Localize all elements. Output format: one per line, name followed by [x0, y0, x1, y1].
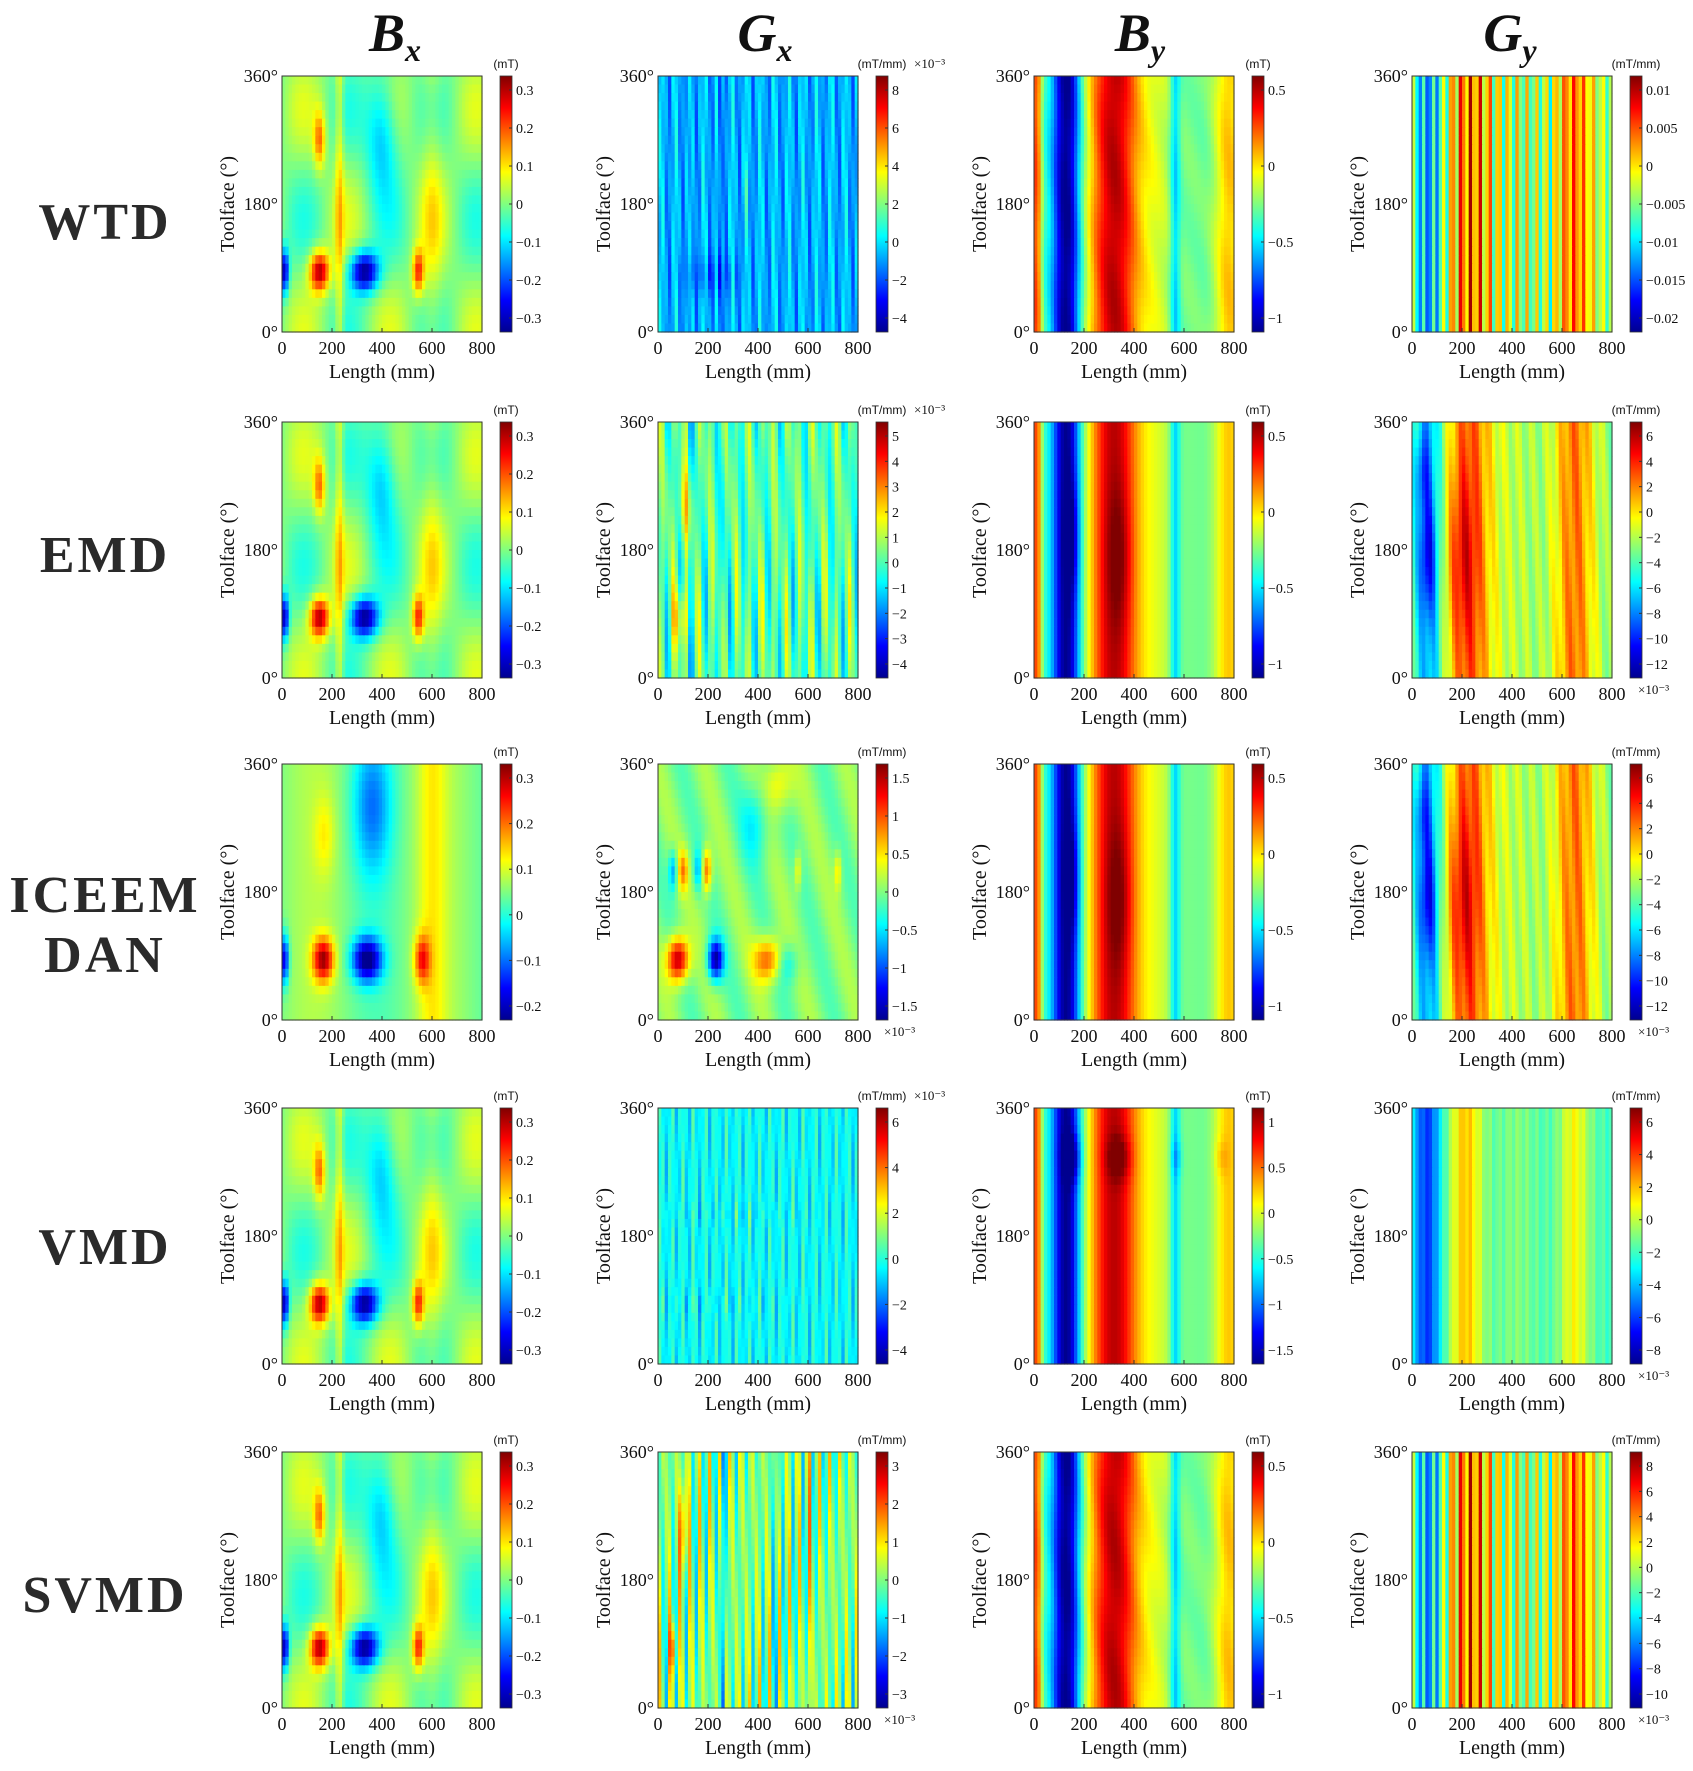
y-tick-label: 180° [244, 194, 278, 214]
x-tick-label: 0 [278, 338, 287, 358]
colorbar-tick-label: −0.2 [516, 274, 541, 289]
heatmap-wtd-bx: 0 200 400 600 800 0° 180° 360° Length (mm) Toolfa… [217, 57, 541, 383]
colorbar-tick-label: 0.2 [516, 122, 534, 137]
colorbar-tick-label: −0.1 [516, 236, 541, 251]
colorbar-tick-label: 0.3 [516, 84, 534, 99]
y-tick-label: 0° [262, 322, 278, 342]
x-tick-label: 600 [419, 338, 446, 358]
x-tick-label: 400 [369, 338, 396, 358]
x-tick-label: 800 [469, 338, 496, 358]
colorbar-unit: (mT) [493, 57, 518, 71]
y-tick-label: 360° [244, 66, 278, 86]
x-tick-label: 200 [319, 338, 346, 358]
x-axis-label: Length (mm) [329, 361, 435, 383]
y-axis-label: Toolface (°) [217, 156, 239, 252]
heatmap-wtd-gx: 0 200 400 600 8000°180°360°Length (mm)Toolfa… [593, 56, 945, 383]
colorbar-tick-label: −0.3 [516, 312, 541, 327]
colorbar-tick-label: 0 [516, 198, 523, 213]
colorbar-tick-label: 0.1 [516, 160, 534, 175]
